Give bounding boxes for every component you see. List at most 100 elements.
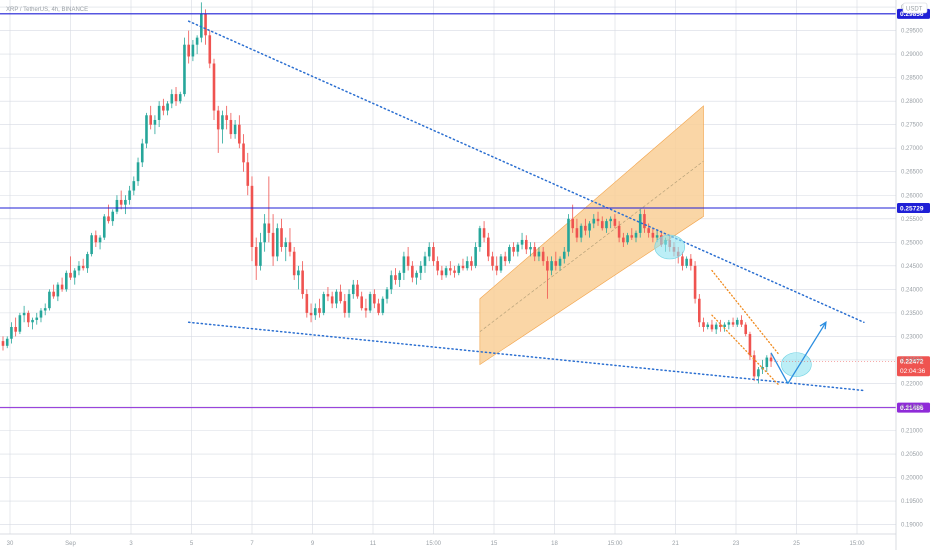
candle-body: [229, 119, 233, 135]
time-tick-label: 15:00: [607, 541, 623, 547]
candle-body: [43, 308, 47, 311]
candle-body: [698, 298, 701, 323]
highlight-circle[interactable]: [781, 352, 812, 377]
price-tick-label: 0.19500: [901, 499, 923, 505]
candle-body: [183, 44, 186, 95]
candle-body: [318, 308, 321, 313]
price-tick-label: 0.22000: [901, 381, 923, 387]
candle-body: [748, 334, 752, 356]
wedge-lower-line[interactable]: [711, 314, 781, 387]
candle-body: [98, 237, 102, 243]
candle-body: [634, 232, 638, 238]
candle-body: [309, 312, 313, 316]
candle-body: [681, 256, 684, 266]
candle-body: [584, 225, 587, 231]
candle-body: [373, 294, 376, 304]
candle-body: [250, 185, 254, 248]
candle-body: [233, 124, 237, 135]
candle-body: [449, 268, 452, 271]
candle-body: [52, 291, 55, 297]
candle-body: [322, 294, 326, 313]
candle-body: [195, 37, 199, 45]
price-tick-label: 0.28000: [901, 99, 923, 105]
price-tick-label: 0.21500: [901, 405, 923, 411]
candle-body: [415, 272, 418, 278]
candle-body: [638, 214, 642, 233]
candle-body: [368, 294, 372, 311]
wedge-upper-line[interactable]: [711, 269, 781, 356]
candle-body: [200, 14, 203, 38]
candle-body: [18, 315, 22, 332]
candle-body: [769, 357, 773, 362]
candle-body: [347, 294, 351, 313]
currency-badge[interactable]: USDT: [902, 2, 928, 14]
candle-body: [259, 242, 262, 266]
candle-body: [529, 247, 532, 250]
candle-body: [541, 251, 545, 262]
candle-body: [765, 357, 769, 367]
candle-body: [313, 308, 317, 316]
price-tick-label: 0.29500: [901, 29, 923, 35]
highlight-circle[interactable]: [654, 234, 686, 260]
time-axis: 30 Sep 3 5 7 9 11 15:00 15 18 15:00 21 23 25 15:00: [0, 533, 896, 547]
candle-body: [524, 239, 528, 250]
candle-body: [56, 284, 60, 297]
price-level-label: 0.25729: [900, 205, 924, 212]
candle-body: [617, 225, 621, 238]
resistance-trendline[interactable]: [187, 20, 865, 324]
candle-body: [343, 301, 347, 313]
candle-body: [136, 162, 140, 182]
candle-body: [685, 258, 688, 266]
price-tick-label: 0.26000: [901, 193, 923, 199]
candle-body: [145, 115, 148, 144]
candle-body: [394, 275, 397, 280]
support-trendline[interactable]: [187, 321, 865, 392]
candle-body: [170, 94, 174, 104]
candle-body: [242, 143, 245, 163]
candle-body: [292, 251, 296, 276]
candle-body: [305, 294, 309, 313]
candle-body: [478, 228, 482, 248]
price-tick-label: 0.25500: [901, 217, 923, 223]
candle-body: [339, 291, 342, 302]
candle-body: [385, 289, 389, 299]
candle-body: [149, 115, 152, 125]
candle-body: [238, 124, 241, 144]
candle-body: [389, 275, 393, 290]
time-tick-label: 23: [733, 541, 740, 547]
price-level-tag: [897, 203, 930, 214]
candle-body: [689, 258, 693, 266]
candle-body: [271, 232, 275, 257]
candle-body: [427, 247, 431, 257]
candle-body: [630, 235, 634, 238]
projection-arrow[interactable]: [770, 321, 827, 385]
candle-body: [647, 228, 650, 233]
candle-body: [482, 228, 486, 238]
candle-body: [94, 235, 98, 243]
candle-body: [86, 254, 89, 269]
candle-body: [124, 199, 127, 205]
candle-body: [592, 218, 596, 224]
candle-body: [752, 355, 756, 377]
candle-body: [567, 218, 570, 252]
ascending-channel[interactable]: [479, 105, 704, 366]
candle-body: [419, 265, 423, 273]
candle-body: [710, 324, 714, 330]
candle-body: [537, 251, 541, 257]
candle-body: [381, 298, 385, 313]
time-tick-label: 9: [311, 541, 315, 547]
candle-body: [284, 242, 288, 248]
candle-body: [14, 326, 17, 332]
candle-body: [461, 265, 465, 269]
candle-body: [731, 322, 735, 325]
candle-body: [440, 270, 444, 276]
candle-body: [757, 369, 760, 377]
candle-body: [740, 319, 743, 325]
candle-body: [178, 94, 182, 102]
candle-body: [398, 272, 401, 280]
channel-midline: [479, 160, 704, 332]
candle-body: [512, 247, 515, 252]
